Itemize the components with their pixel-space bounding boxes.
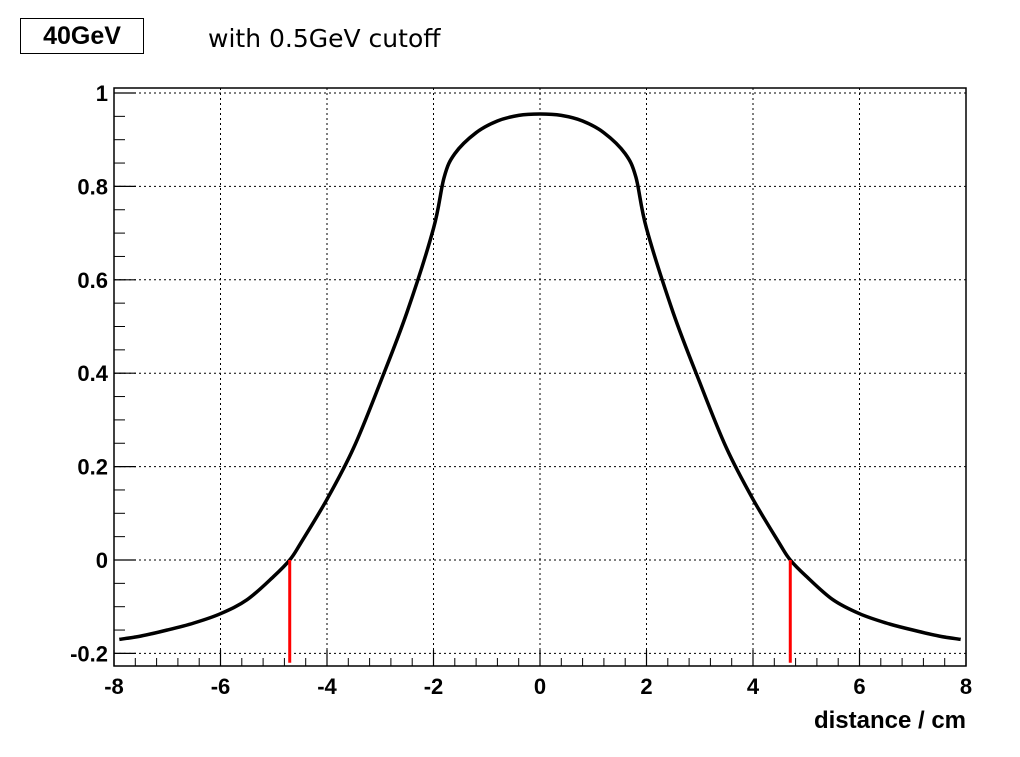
energy-label: 40GeV [43, 21, 121, 50]
x-tick-label: -2 [424, 674, 444, 699]
tick-labels: -8 -6 -4 -2 0 2 4 6 8 -0.2 0 0.2 0.4 0.6 0.8 1 [70, 81, 972, 699]
grid-lines [114, 88, 966, 666]
x-tick-label: -6 [211, 674, 231, 699]
y-tick-label: 0.4 [77, 361, 108, 386]
x-tick-label: 0 [534, 674, 546, 699]
chart-title: with 0.5GeV cutoff [208, 24, 441, 53]
x-axis-label: distance / cm [813, 707, 966, 734]
x-tick-label: -8 [104, 674, 124, 699]
x-tick-label: 8 [960, 674, 972, 699]
plot-frame [113, 87, 967, 667]
x-tick-label: 4 [747, 674, 760, 699]
y-tick-label: -0.2 [70, 641, 108, 666]
energy-label-box: 40GeV [20, 18, 144, 54]
series-group [119, 112, 961, 642]
y-tick-label: 0 [96, 548, 108, 573]
x-tick-label: -4 [317, 674, 337, 699]
y-tick-label: 0.6 [77, 268, 108, 293]
y-tick-label: 0.2 [77, 455, 108, 480]
x-tick-label: 6 [853, 674, 865, 699]
x-tick-label: 2 [640, 674, 652, 699]
cutoff-markers [288, 560, 792, 663]
series-line [119, 112, 961, 642]
y-tick-label: 0.8 [77, 174, 108, 199]
y-tick-label: 1 [96, 81, 108, 106]
